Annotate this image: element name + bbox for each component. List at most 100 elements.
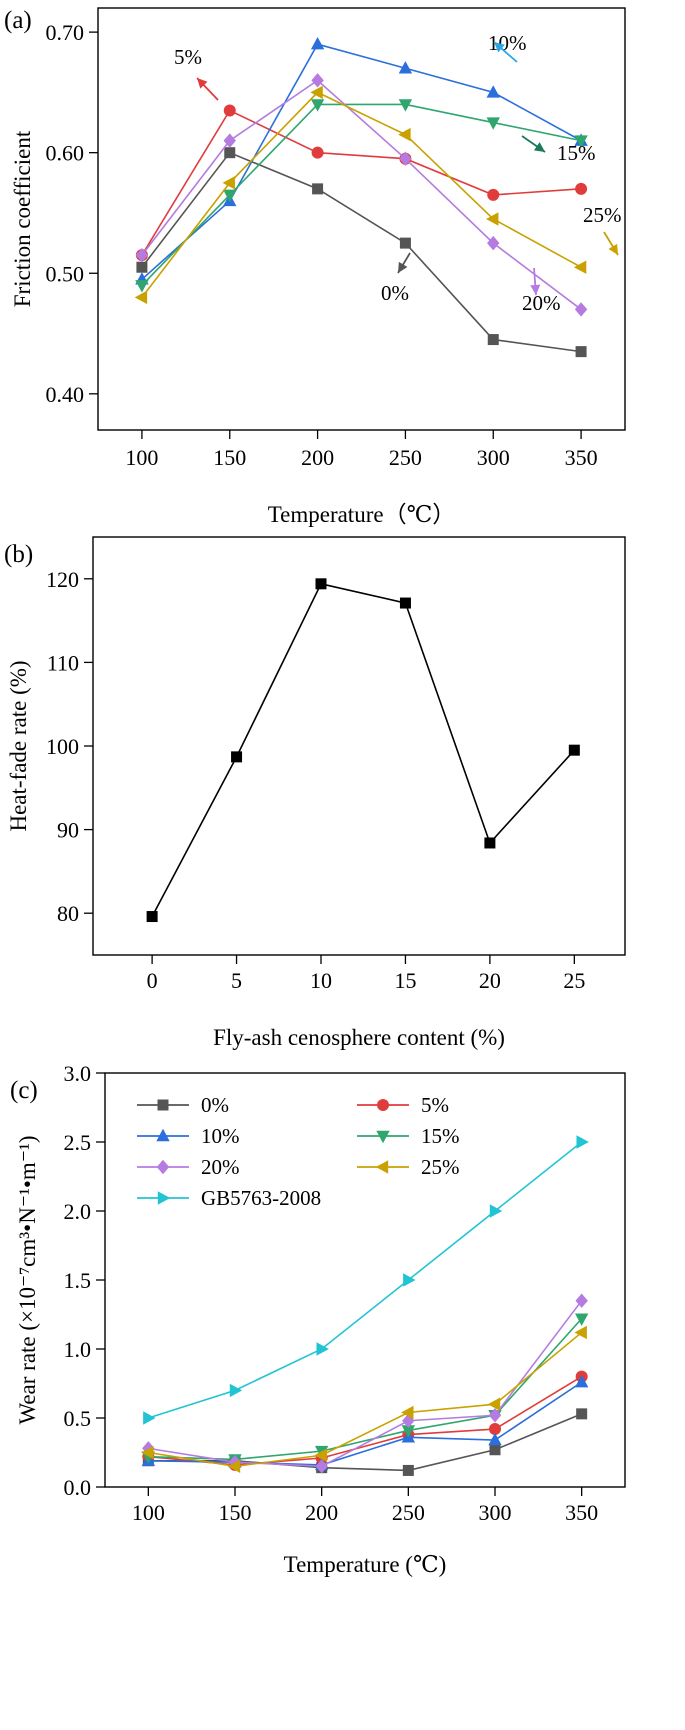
data-point: [231, 751, 243, 763]
data-point: [135, 280, 149, 293]
series-line: [151, 582, 575, 917]
legend-marker: [377, 1099, 389, 1111]
data-point: [576, 1408, 588, 1420]
data-point: [575, 182, 588, 195]
data-point: [316, 1342, 329, 1356]
y-tick-label: 0.40: [46, 382, 85, 407]
annotation-label: 25%: [583, 203, 622, 227]
y-tick-label: 120: [46, 567, 79, 592]
data-point: [223, 133, 236, 148]
series-line: [148, 1300, 583, 1468]
legend-label: 25%: [421, 1155, 460, 1179]
y-tick-label: 2.5: [64, 1130, 92, 1155]
y-tick-label: 0.0: [64, 1475, 92, 1500]
legend-item: 25%: [357, 1155, 460, 1179]
arrow-head: [494, 42, 505, 53]
legend-label: 0%: [201, 1093, 229, 1117]
x-tick-label: 300: [477, 445, 510, 470]
legend-item: GB5763-2008: [137, 1186, 321, 1210]
annotation-arrow: [196, 77, 219, 101]
y-tick-label: 0.60: [46, 141, 85, 166]
data-point: [402, 1464, 414, 1476]
series-line: [141, 43, 582, 280]
x-tick-label: 100: [132, 1500, 165, 1525]
data-point: [489, 1204, 503, 1218]
data-point: [228, 1454, 242, 1470]
data-point: [227, 1459, 241, 1473]
data-point: [488, 1408, 502, 1423]
data-point: [575, 1293, 588, 1308]
data-point: [574, 302, 588, 317]
series-gb5763-2008: [143, 1135, 589, 1425]
chart-b-heat-fade-rate: (b) 0 5 10 15 20 25 80 90 100 110 120 Fly-ash cenosp…: [4, 536, 626, 1050]
x-tick-label: 150: [213, 445, 246, 470]
annotation-label: 15%: [557, 141, 596, 165]
data-point: [574, 1374, 589, 1388]
annotation-arrow: [397, 252, 411, 274]
series-line: [141, 151, 582, 353]
data-point: [576, 1135, 589, 1149]
y-tick-label: 100: [46, 734, 79, 759]
data-point: [222, 176, 235, 190]
data-point: [398, 127, 411, 142]
x-tick-label: 25: [563, 968, 585, 993]
data-point: [315, 578, 327, 590]
y-axis-label: Friction coefficient: [10, 130, 35, 307]
data-point: [486, 85, 500, 98]
annotation-arrow: [603, 231, 619, 256]
data-point: [398, 61, 413, 74]
data-point: [142, 1441, 155, 1456]
legend-label: GB5763-2008: [201, 1186, 321, 1210]
x-tick-label: 5: [231, 968, 242, 993]
data-point: [311, 73, 324, 88]
x-tick-label: 250: [389, 445, 422, 470]
y-tick-label: 2.0: [64, 1199, 92, 1224]
x-axis-label: Temperature（℃）: [268, 502, 456, 527]
series-line: [141, 91, 582, 298]
legend-marker: [157, 1099, 169, 1111]
legend-marker: [156, 1128, 170, 1142]
legend-marker: [376, 1130, 390, 1144]
data-point: [484, 837, 496, 849]
data-point: [314, 1448, 327, 1462]
arrow-head: [197, 78, 208, 89]
series-line: [141, 103, 582, 286]
data-point: [575, 346, 587, 358]
legend-label: 10%: [201, 1124, 240, 1148]
legend-marker: [157, 1191, 171, 1205]
data-point: [573, 260, 587, 274]
chart-a-friction-coefficient: (a) 100 150 200 250 300 350 0.40 0.50 0.60 0.70 Tem…: [4, 7, 626, 527]
data-point: [224, 147, 236, 159]
x-tick-label: 200: [301, 445, 334, 470]
chart-c-wear-rate: (c) 100 150 200 250 300 350 0.0 0.5 1.0 1.5 2.0 2.5 3…: [10, 1061, 626, 1577]
data-point: [399, 597, 411, 609]
data-point: [574, 1325, 587, 1340]
y-tick-label: 90: [57, 818, 79, 843]
y-tick-label: 1.5: [64, 1268, 92, 1293]
data-point: [229, 1383, 243, 1398]
series-line: [148, 1141, 583, 1419]
y-tick-label: 110: [47, 650, 79, 675]
data-point: [487, 188, 500, 201]
y-axis-label: Wear rate (×10⁻⁷cm³•N⁻¹•m⁻¹): [15, 1135, 40, 1424]
series-15-: [135, 99, 588, 293]
data-point: [486, 117, 500, 130]
data-point: [310, 36, 325, 50]
annotation-label: 5%: [174, 45, 202, 69]
legend-item: 15%: [357, 1124, 460, 1148]
x-tick-label: 0: [147, 968, 158, 993]
data-point: [487, 334, 499, 346]
legend-label: 5%: [421, 1093, 449, 1117]
data-point: [486, 212, 499, 226]
annotation-arrow: [493, 41, 518, 63]
data-point: [146, 911, 158, 923]
plot-frame: [97, 7, 626, 431]
legend-label: 15%: [421, 1124, 460, 1148]
x-tick-label: 10: [310, 968, 332, 993]
y-tick-label: 0.70: [46, 20, 85, 45]
y-axis-label: Heat-fade rate (%): [6, 660, 31, 831]
annotation-arrow: [521, 135, 546, 153]
data-point: [134, 290, 148, 305]
legend-item: 0%: [137, 1093, 229, 1117]
data-point: [487, 1397, 501, 1411]
